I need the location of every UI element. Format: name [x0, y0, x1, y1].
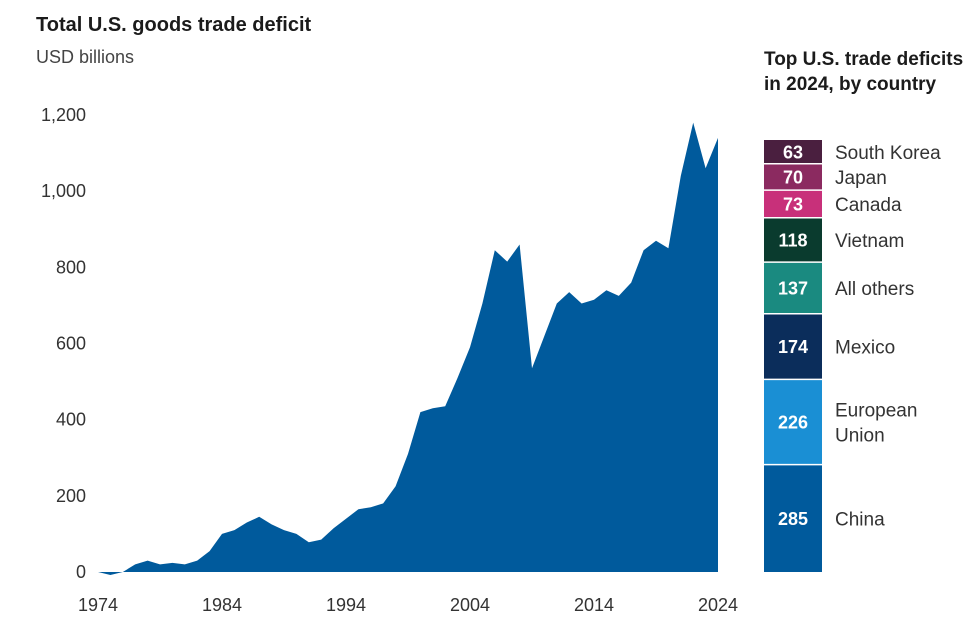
x-tick-label: 2014: [574, 595, 614, 615]
bar-segment: [764, 140, 822, 164]
x-tick-label: 1974: [78, 595, 118, 615]
chart-title: Total U.S. goods trade deficit: [36, 14, 312, 36]
y-tick-label: 1,000: [41, 181, 86, 201]
segment-value-label: 137: [778, 278, 808, 298]
bar-segment: [764, 379, 822, 465]
stacked-bar-chart: 285 China 226 European Union 174 Mexico 137 All …: [764, 140, 941, 572]
x-tick-label: 1984: [202, 595, 242, 615]
segment-value-label: 73: [783, 194, 803, 214]
stacked-bar-title: Top U.S. trade deficits in 2024, by coun…: [764, 49, 964, 95]
segment-category-label: China: [835, 509, 885, 530]
x-tick-label: 2004: [450, 595, 490, 615]
x-tick-label: 2024: [698, 595, 738, 615]
bar-segment: [764, 190, 822, 218]
segment-value-label: 63: [783, 142, 803, 162]
bar-segment: [764, 163, 822, 191]
segment-category-label: All others: [835, 279, 914, 300]
segment-value-label: 285: [778, 509, 808, 529]
bar-segment: [764, 262, 822, 314]
segment-category-label: European Union: [835, 401, 917, 447]
y-tick-label: 800: [56, 257, 86, 277]
segment-category-label: Japan: [835, 168, 887, 189]
segment-value-label: 226: [778, 412, 808, 432]
segment-value-label: 70: [783, 167, 803, 187]
y-tick-label: 0: [76, 562, 86, 582]
deficit-area-series: [98, 122, 718, 575]
bar-segment: [764, 464, 822, 572]
bar-segment: [764, 217, 822, 263]
chart-subtitle: USD billions: [36, 47, 135, 67]
segment-category-label: South Korea: [835, 143, 941, 164]
segment-category-label: Vietnam: [835, 231, 904, 252]
bar-segment: [764, 313, 822, 380]
segment-value-label: 118: [778, 230, 807, 250]
segment-value-label: 174: [778, 337, 808, 357]
y-tick-label: 400: [56, 410, 86, 430]
y-tick-label: 600: [56, 334, 86, 354]
segment-category-label: Canada: [835, 195, 902, 216]
area-chart: 0 200 400 600 800 1,000 1,200 1974 1984 1994 2004 2…: [41, 105, 738, 615]
y-tick-label: 200: [56, 486, 86, 506]
x-tick-label: 1994: [326, 595, 366, 615]
y-tick-label: 1,200: [41, 105, 86, 125]
segment-category-label: Mexico: [835, 338, 895, 359]
